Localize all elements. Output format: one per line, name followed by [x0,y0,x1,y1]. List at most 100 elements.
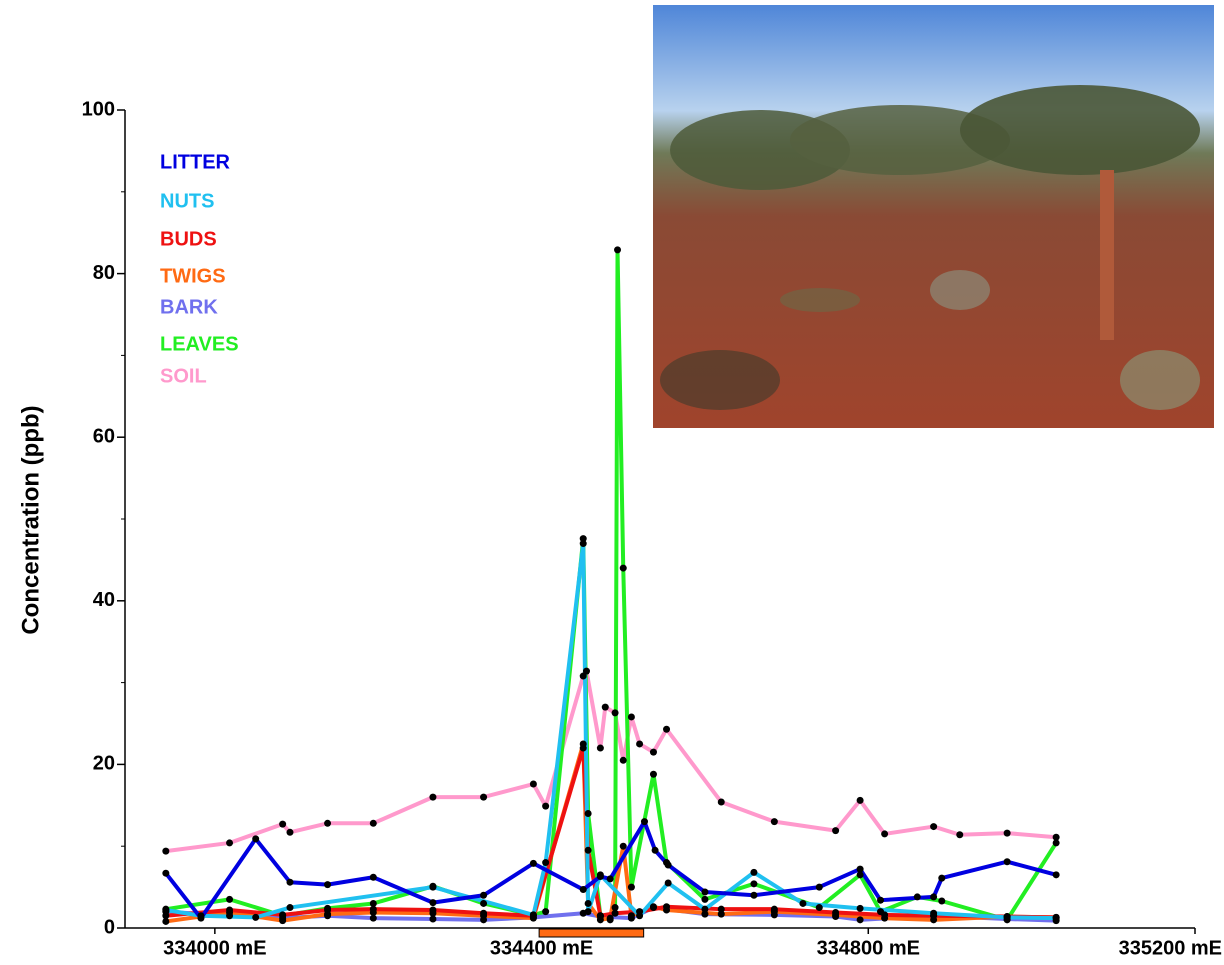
data-point [701,906,708,913]
data-point [665,880,672,887]
data-point [480,892,487,899]
photo [653,5,1214,428]
data-point [1004,858,1011,865]
data-point [542,908,549,915]
data-point [602,704,609,711]
data-point [585,847,592,854]
legend-label: BARK [160,296,218,318]
series-line [166,748,1056,917]
data-point [1004,830,1011,837]
data-point [530,781,537,788]
data-point [628,713,635,720]
data-point [597,745,604,752]
y-tick-label: 60 [93,425,115,447]
data-point [857,916,864,923]
data-point [597,912,604,919]
data-point [324,881,331,888]
data-point [580,745,587,752]
data-point [816,904,823,911]
data-point [650,903,657,910]
data-point [750,880,757,887]
series-line [166,544,1056,919]
data-point [612,709,619,716]
data-point [585,810,592,817]
data-point [607,875,614,882]
data-point [956,831,963,838]
data-point [324,907,331,914]
data-point [286,904,293,911]
data-point [585,900,592,907]
data-point [226,896,233,903]
data-point [1004,914,1011,921]
data-point [665,862,672,869]
legend-label: LITTER [160,151,231,173]
data-point [580,886,587,893]
data-point [585,908,592,915]
data-point [771,818,778,825]
data-point [628,884,635,891]
data-point [614,246,621,253]
data-point [650,771,657,778]
y-tick-label: 0 [104,916,115,938]
data-point [650,749,657,756]
data-point [480,910,487,917]
data-point [620,565,627,572]
data-point [620,843,627,850]
data-point [881,911,888,918]
data-point [162,870,169,877]
data-point [1053,915,1060,922]
data-point [370,820,377,827]
data-point [663,903,670,910]
legend-label: TWIGS [160,265,226,287]
data-point [324,820,331,827]
data-point [750,869,757,876]
data-point [636,740,643,747]
data-point [480,794,487,801]
data-point [652,847,659,854]
data-point [279,911,286,918]
data-point [162,848,169,855]
data-point [701,889,708,896]
data-point [480,900,487,907]
data-point [857,797,864,804]
data-point [226,839,233,846]
data-point [938,875,945,882]
data-point [162,907,169,914]
y-tick-label: 100 [82,98,115,120]
data-point [197,915,204,922]
data-point [799,900,806,907]
data-point [370,874,377,881]
data-point [628,912,635,919]
data-point [1053,871,1060,878]
data-point [816,884,823,891]
data-point [663,726,670,733]
data-point [252,835,259,842]
data-point [881,830,888,837]
y-tick-label: 40 [93,589,115,611]
data-point [718,799,725,806]
data-point [429,907,436,914]
y-tick-label: 80 [93,262,115,284]
data-point [832,827,839,834]
legend-label: NUTS [160,190,214,212]
series-line [166,744,1056,922]
legend-label: LEAVES [160,333,239,355]
data-point [583,668,590,675]
data-point [226,907,233,914]
data-point [530,911,537,918]
data-point [429,899,436,906]
data-point [620,757,627,764]
data-point [832,909,839,916]
data-point [930,893,937,900]
data-point [641,818,648,825]
data-point [286,829,293,836]
data-point [914,893,921,900]
data-point [597,873,604,880]
data-point [1053,839,1060,846]
chart: Concentration (ppb) 020406080100334000 m… [0,0,1224,965]
data-point [580,540,587,547]
series-line [166,671,1056,851]
data-point [612,910,619,917]
data-point [542,803,549,810]
data-point [286,879,293,886]
